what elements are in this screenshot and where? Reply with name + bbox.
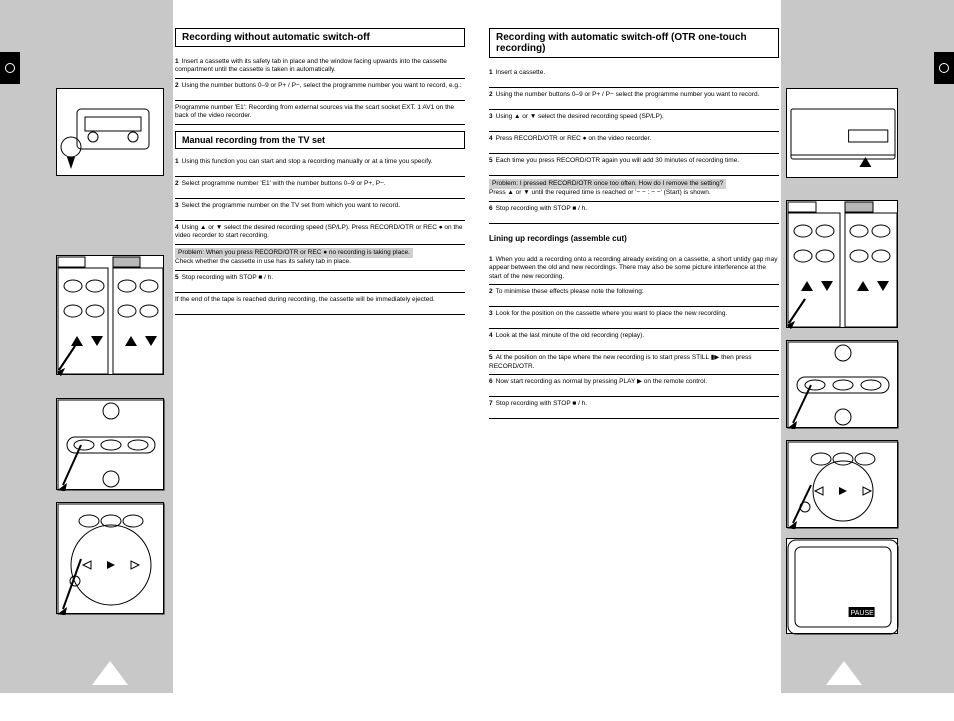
instruction-step: Programme number 'E1': Recording from ex… [175, 101, 465, 125]
instruction-step: 4Using ▲ or ▼ select the desired recordi… [175, 221, 465, 245]
right-section2: Lining up recordings (assemble cut) [489, 230, 779, 247]
step-text: Check whether the cassette in use has it… [175, 258, 351, 265]
edge-right [906, 0, 954, 693]
step-text: Look at the last minute of the old recor… [496, 332, 645, 339]
instruction-step: 6Stop recording with STOP ■ / h. [489, 202, 779, 224]
step-number: 1 [489, 256, 493, 263]
left-title: Recording without automatic switch-off [175, 28, 465, 47]
step-text: Now start recording as normal by pressin… [496, 378, 707, 385]
step-number: 1 [489, 69, 493, 76]
step-number: 5 [489, 157, 493, 164]
svg-text:PAUSE: PAUSE [851, 610, 875, 617]
instruction-step: 5Each time you press RECORD/OTR again yo… [489, 154, 779, 176]
instruction-step: 1Using this function you can start and s… [175, 155, 465, 177]
page-tab-right [934, 52, 954, 84]
illustration-nav-circle [56, 502, 164, 614]
step-number: 1 [175, 158, 179, 165]
step-text: To minimise these effects please note th… [496, 288, 644, 295]
illustration-buttons-row [56, 398, 164, 490]
instruction-step: 5At the position on the tape where the n… [489, 351, 779, 375]
step-number: 3 [489, 113, 493, 120]
instruction-step: Problem: When you press RECORD/OTR or RE… [175, 245, 465, 271]
instruction-step: 6Now start recording as normal by pressi… [489, 375, 779, 397]
step-text: Insert a cassette with its safety tab in… [175, 58, 447, 73]
right-title: Recording with automatic switch-off (OTR… [489, 28, 779, 58]
step-text: At the position on the tape where the ne… [489, 354, 751, 369]
step-number: 3 [489, 310, 493, 317]
instruction-step: 1Insert a cassette with its safety tab i… [175, 55, 465, 79]
step-number: 5 [489, 354, 493, 361]
problem-highlight: Problem: I pressed RECORD/OTR once too o… [489, 179, 726, 189]
page-tab-left [0, 52, 20, 84]
step-text: Using ▲ or ▼ select the desired recordin… [175, 224, 463, 239]
instruction-step: 3Look for the position on the cassette w… [489, 307, 779, 329]
step-text: Insert a cassette. [496, 69, 546, 76]
step-number: 4 [175, 224, 179, 231]
instruction-step: 3Select the programme number on the TV s… [175, 199, 465, 221]
instruction-step: 2To minimise these effects please note t… [489, 285, 779, 307]
step-text: Stop recording with STOP ■ / h. [496, 205, 587, 212]
instruction-step: 2Select programme number 'E1' with the n… [175, 177, 465, 199]
right-page: Recording with automatic switch-off (OTR… [489, 28, 779, 721]
step-number: 6 [489, 378, 493, 385]
step-text: Press RECORD/OTR or REC ● on the video r… [496, 135, 652, 142]
step-number: 6 [489, 205, 493, 212]
vcr-illustration [786, 88, 898, 178]
step-text: Select the programme number on the TV se… [182, 202, 400, 209]
step-number: 7 [489, 400, 493, 407]
page-arrow-left [92, 661, 128, 685]
illustration-nav-buttons [786, 440, 898, 528]
step-text: Press ▲ or ▼ until the required time is … [489, 189, 711, 196]
instruction-step: 1Insert a cassette. [489, 66, 779, 88]
step-number: 2 [489, 288, 493, 295]
page-arrow-right [826, 661, 862, 685]
step-number: 1 [175, 58, 179, 65]
left-section2: Manual recording from the TV set [175, 131, 465, 149]
step-text: Programme number 'E1': Recording from ex… [175, 104, 454, 119]
step-text: Stop recording with STOP ■ / h. [182, 274, 273, 281]
step-text: Stop recording with STOP ■ / h. [496, 400, 587, 407]
edge-left [0, 0, 48, 693]
instruction-step: If the end of the tape is reached during… [175, 293, 465, 315]
step-number: 5 [175, 274, 179, 281]
instruction-step: 7Stop recording with STOP ■ / h. [489, 397, 779, 419]
step-text: Using the number buttons 0–9 or P+ / P−,… [182, 82, 462, 89]
cassette-illustration [56, 88, 164, 176]
step-number: 2 [489, 91, 493, 98]
instruction-step: 2Using the number buttons 0–9 or P+ / P−… [489, 88, 779, 110]
instruction-step: 5Stop recording with STOP ■ / h. [175, 271, 465, 293]
instruction-step: Problem: I pressed RECORD/OTR once too o… [489, 176, 779, 202]
step-text: If the end of the tape is reached during… [175, 296, 435, 303]
illustration-remote-zoom [786, 200, 898, 328]
step-number: 2 [175, 82, 179, 89]
problem-highlight: Problem: When you press RECORD/OTR or RE… [175, 248, 413, 258]
step-text: Using this function you can start and st… [182, 158, 433, 165]
step-text: Select programme number 'E1' with the nu… [182, 180, 386, 187]
step-text: Each time you press RECORD/OTR again you… [496, 157, 740, 164]
step-number: 3 [175, 202, 179, 209]
illustration-remote-zoom [56, 255, 164, 375]
instruction-step: 2Using the number buttons 0–9 or P+ / P−… [175, 79, 465, 101]
illustration-buttons-row [786, 340, 898, 428]
instruction-step: 3Using ▲ or ▼ select the desired recordi… [489, 110, 779, 132]
step-text: Using the number buttons 0–9 or P+ / P− … [496, 91, 760, 98]
instruction-step: 1When you add a recording onto a recordi… [489, 253, 779, 285]
step-number: 2 [175, 180, 179, 187]
left-page: Recording without automatic switch-off 1… [175, 28, 465, 721]
illustration-tv-screen: PAUSE [786, 538, 898, 634]
step-text: Using ▲ or ▼ select the desired recordin… [496, 113, 664, 120]
step-text: When you add a recording onto a recordin… [489, 256, 777, 280]
instruction-step: 4Look at the last minute of the old reco… [489, 329, 779, 351]
instruction-step: 4Press RECORD/OTR or REC ● on the video … [489, 132, 779, 154]
step-number: 4 [489, 135, 493, 142]
step-text: Look for the position on the cassette wh… [496, 310, 728, 317]
step-number: 4 [489, 332, 493, 339]
